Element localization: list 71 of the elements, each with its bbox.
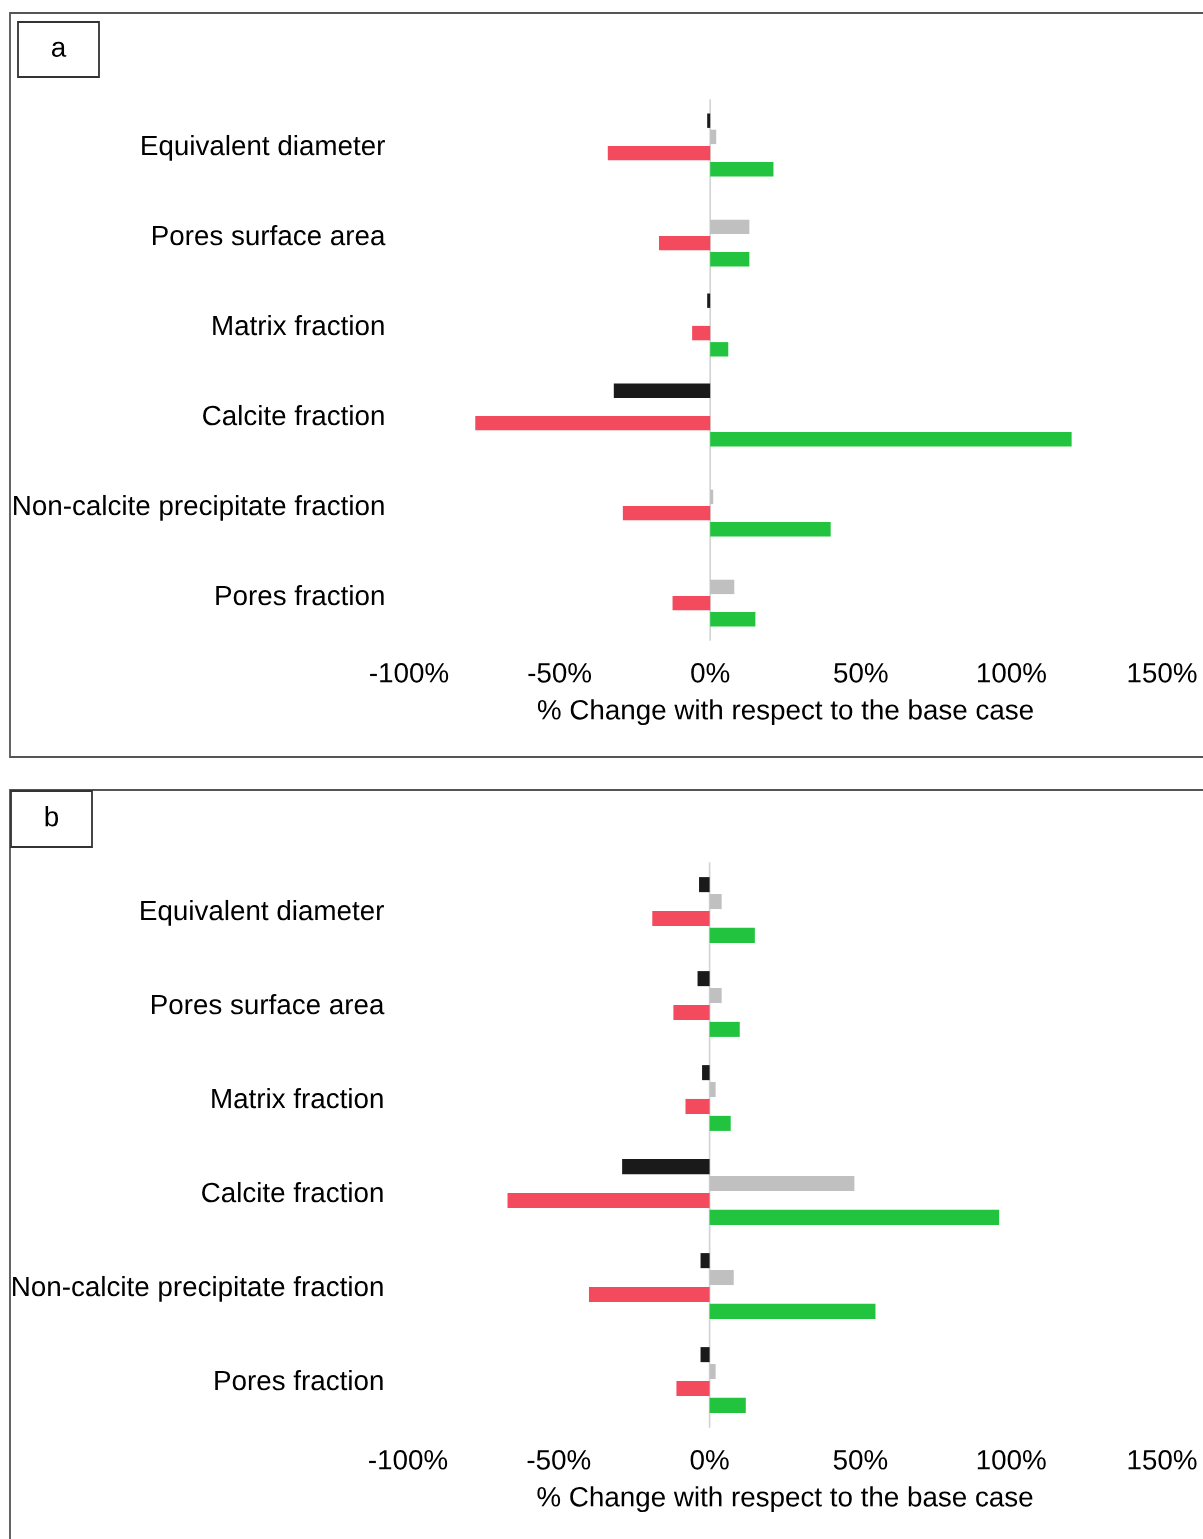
y-tick-label: Pores surface area xyxy=(153,224,386,246)
bar xyxy=(709,1397,746,1413)
bar xyxy=(710,252,750,267)
bar xyxy=(710,432,1072,447)
bar xyxy=(710,162,774,177)
bar xyxy=(709,1115,731,1131)
x-axis-title: % Change with respect to the base case xyxy=(537,1486,1033,1513)
bar xyxy=(709,927,755,943)
bar xyxy=(697,971,710,987)
x-tick-label: 50% xyxy=(833,1449,888,1470)
bar xyxy=(709,1270,734,1286)
x-tick-label: -50% xyxy=(528,662,592,683)
bar xyxy=(709,894,722,910)
x-axis-title: % Change with respect to the base case xyxy=(537,699,1033,726)
bar xyxy=(588,1286,710,1302)
bar xyxy=(676,1380,710,1396)
bar xyxy=(709,988,722,1004)
x-tick-label: -100% xyxy=(369,1449,448,1470)
y-tick-label: Non-calcite precipitate fraction xyxy=(13,1275,383,1302)
bar xyxy=(709,1082,716,1098)
bar xyxy=(700,1347,710,1363)
x-tick-label: 100% xyxy=(978,662,1046,683)
bar xyxy=(673,1004,710,1020)
bar xyxy=(700,1253,710,1269)
x-tick-label: 150% xyxy=(1128,662,1197,683)
bar xyxy=(702,1065,710,1081)
bar xyxy=(475,415,711,431)
text: a xyxy=(51,41,67,57)
bar xyxy=(659,235,711,251)
bar xyxy=(672,595,711,611)
y-tick-label: Calcite fraction xyxy=(202,1181,383,1203)
bar xyxy=(707,113,711,128)
x-tick-label: 0% xyxy=(690,1449,729,1470)
x-tick-label: 50% xyxy=(834,662,888,683)
bar xyxy=(692,325,711,341)
bar xyxy=(707,293,711,308)
x-tick-label: -50% xyxy=(527,1449,591,1470)
y-tick-label: Non-calcite precipitate fraction xyxy=(14,494,384,521)
bar xyxy=(622,505,711,521)
y-tick-label: Calcite fraction xyxy=(203,404,384,426)
bar xyxy=(709,1021,740,1037)
bar xyxy=(685,1098,710,1114)
y-tick-label: Matrix fraction xyxy=(212,1087,383,1109)
y-tick-label: Equivalent diameter xyxy=(142,134,385,161)
bar xyxy=(652,910,710,926)
bar xyxy=(709,1303,876,1319)
bar xyxy=(699,877,710,893)
text: b xyxy=(45,806,59,827)
bar xyxy=(613,383,711,398)
y-tick-label: Matrix fraction xyxy=(213,314,384,336)
x-tick-label: 150% xyxy=(1128,1449,1197,1470)
bar xyxy=(709,1209,1000,1225)
bar xyxy=(622,1159,710,1175)
bar xyxy=(710,522,831,537)
y-tick-label: Pores fraction xyxy=(215,1369,383,1391)
bar xyxy=(709,1364,716,1380)
bar xyxy=(710,219,750,235)
bar xyxy=(710,489,714,505)
bar xyxy=(710,129,717,145)
bar xyxy=(710,342,729,357)
y-tick-label: Equivalent diameter xyxy=(141,899,384,926)
x-tick-label: -100% xyxy=(370,662,449,683)
y-tick-label: Pores fraction xyxy=(216,584,384,606)
bar xyxy=(709,1176,855,1192)
bar xyxy=(710,612,756,627)
y-tick-label: Pores surface area xyxy=(152,993,385,1015)
bar xyxy=(607,145,711,161)
x-tick-label: 100% xyxy=(977,1449,1046,1470)
bar xyxy=(507,1192,710,1208)
bar xyxy=(710,579,735,595)
x-tick-label: 0% xyxy=(691,662,730,683)
